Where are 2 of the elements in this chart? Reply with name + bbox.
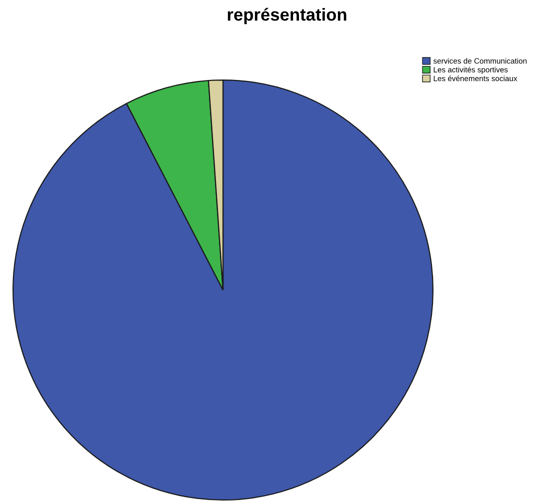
chart-title: représentation — [228, 8, 346, 24]
pie-slice — [12, 79, 434, 501]
